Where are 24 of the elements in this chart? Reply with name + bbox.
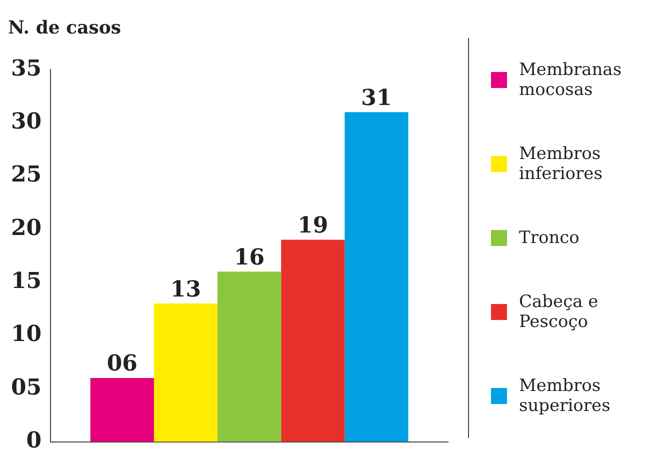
y-tick-label: 15: [10, 268, 42, 294]
bar: [154, 304, 218, 442]
bar: [344, 112, 408, 442]
legend-label: Membranas mocosas: [519, 60, 623, 100]
y-tick-label: 25: [10, 162, 42, 188]
bar: [281, 240, 345, 442]
y-tick-label: 30: [10, 108, 42, 134]
legend-label: Membros superiores: [519, 376, 612, 416]
data-label: 19: [298, 212, 328, 238]
y-tick-label: 0: [26, 428, 42, 454]
data-label: 16: [234, 244, 265, 270]
y-tick-label: 10: [10, 321, 42, 348]
legend-label: Tronco: [519, 228, 580, 248]
legend-label: Membros inferiores: [519, 144, 604, 184]
data-label: 13: [170, 276, 202, 302]
data-label: 06: [106, 350, 138, 377]
y-tick-label: 20: [10, 214, 42, 241]
y-tick-label: 35: [10, 55, 42, 82]
data-label: 31: [361, 84, 392, 111]
y-tick-label: 05: [10, 374, 42, 400]
bar: [218, 272, 282, 442]
bar: [90, 378, 154, 442]
legend-label: Cabeça e Pescoço: [519, 292, 600, 332]
y-axis-title: N. de casos: [8, 17, 122, 38]
